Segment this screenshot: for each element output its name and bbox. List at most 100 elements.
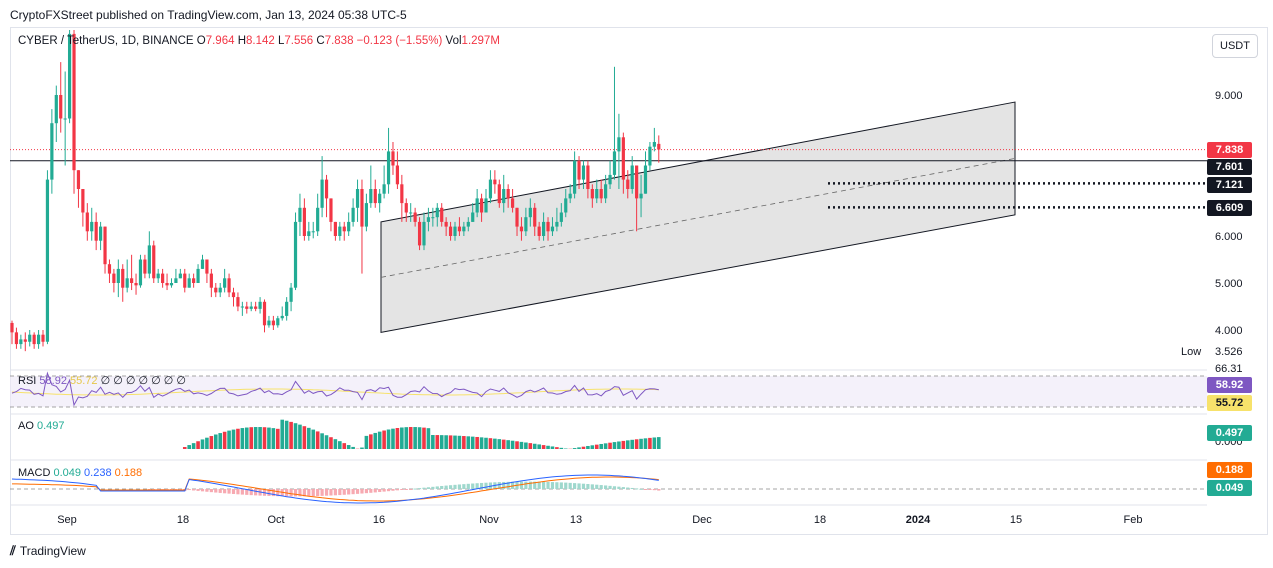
currency-button[interactable]: USDT <box>1212 34 1258 58</box>
candle-body <box>10 322 14 333</box>
ao-bar <box>581 446 586 449</box>
ao-bar <box>457 435 462 449</box>
macd-hist-bar <box>351 489 355 495</box>
ao-bar <box>475 436 479 449</box>
candle-body <box>196 268 200 283</box>
macd-hist-bar <box>648 489 652 490</box>
low-value: 7.556 <box>284 35 314 47</box>
ao-bar <box>315 431 320 449</box>
macd-hist-bar <box>564 482 568 489</box>
macd-signal-line <box>12 476 659 502</box>
candle-body <box>555 221 559 227</box>
ao-bar <box>656 437 661 449</box>
symbol-name[interactable]: CYBER / TetherUS, 1D, BINANCE <box>18 35 194 47</box>
macd-hist-bar <box>444 485 448 489</box>
candle-body <box>99 226 103 241</box>
candle-body <box>293 221 298 288</box>
ao-bar <box>519 441 524 449</box>
ao-label: AO <box>18 420 34 432</box>
ao-bar <box>236 428 240 449</box>
candle-body <box>657 143 661 150</box>
ao-bar <box>293 423 298 449</box>
chart-frame <box>10 27 1268 535</box>
macd-hist-bar <box>643 489 648 490</box>
macd-hist-bar <box>316 489 320 497</box>
ao-bar <box>532 443 537 449</box>
candle-body <box>169 283 174 286</box>
ao-bar <box>289 421 293 449</box>
candle-body <box>19 339 23 345</box>
candle-body <box>59 95 63 119</box>
ao-bar <box>284 420 289 449</box>
ao-bar <box>267 427 271 449</box>
ao-bar <box>608 442 612 449</box>
candle-body <box>626 179 630 189</box>
candle-body <box>595 189 599 199</box>
candle-body <box>112 273 116 283</box>
ao-bar <box>222 431 227 449</box>
candle-body <box>200 259 205 269</box>
ao-bar <box>227 430 231 449</box>
ao-bar <box>599 443 603 449</box>
volume-value: 1.297M <box>461 35 500 47</box>
macd-hist-bar <box>395 489 400 491</box>
candle-body <box>316 207 320 232</box>
candle-body <box>537 226 541 236</box>
candle-body <box>488 179 493 199</box>
macd-hist-bar <box>630 487 634 489</box>
candle-body <box>577 160 581 180</box>
candle-body <box>85 212 89 232</box>
candle-body <box>81 189 85 213</box>
macd-hist-bar <box>404 489 408 490</box>
ao-bar <box>417 427 422 449</box>
macd-hist-bar <box>471 483 475 489</box>
ao-bar <box>333 439 338 449</box>
macd-hist-bar <box>612 486 617 489</box>
candle-body <box>178 273 182 279</box>
ao-bar <box>386 429 391 449</box>
ao-bar <box>488 438 493 449</box>
macd-hist-bar <box>559 482 563 489</box>
candle-body <box>36 334 41 345</box>
candle-body <box>41 334 45 342</box>
ao-bar <box>346 445 351 449</box>
ao-bar <box>625 440 630 449</box>
ao-bar <box>182 447 187 449</box>
candle-body <box>240 306 244 308</box>
ao-bar <box>369 434 373 449</box>
low-price-label: Low <box>1181 346 1202 358</box>
macd-hist-bar <box>187 489 191 491</box>
macd-hist-bar <box>355 489 360 494</box>
candle-body <box>267 320 271 326</box>
candle-body <box>302 207 306 236</box>
macd-hist-bar <box>364 489 368 494</box>
high-value: 8.142 <box>246 35 275 47</box>
candle-body <box>63 118 67 120</box>
macd-hist-bar <box>205 489 209 492</box>
macd-hist-bar <box>333 489 337 496</box>
y-tick-label: 6.000 <box>1215 231 1243 243</box>
tradingview-footer[interactable]: ⫽ TradingView <box>10 543 86 559</box>
candle-body <box>648 146 652 166</box>
ao-bar <box>524 442 528 449</box>
ao-bar <box>546 445 550 449</box>
ao-bar <box>510 440 515 449</box>
ao-bar <box>479 437 484 449</box>
macd-hist-bar <box>497 482 501 489</box>
ao-bar <box>213 434 218 449</box>
candle-body <box>54 95 58 124</box>
candle-body <box>612 151 617 175</box>
x-tick-label: 2024 <box>906 514 931 526</box>
ao-bar <box>205 437 209 449</box>
candle-body <box>90 221 94 232</box>
macd-hist-bar <box>342 489 346 495</box>
ao-bar <box>324 435 329 449</box>
macd-hist-bar <box>324 489 329 496</box>
candle-body <box>271 320 275 326</box>
macd-hist-bar <box>546 481 550 489</box>
macd-hist-bar <box>382 489 386 492</box>
macd-hist-bar <box>506 481 510 489</box>
candle-body <box>373 189 377 204</box>
level-tag-3: 6.609 <box>1207 200 1252 216</box>
